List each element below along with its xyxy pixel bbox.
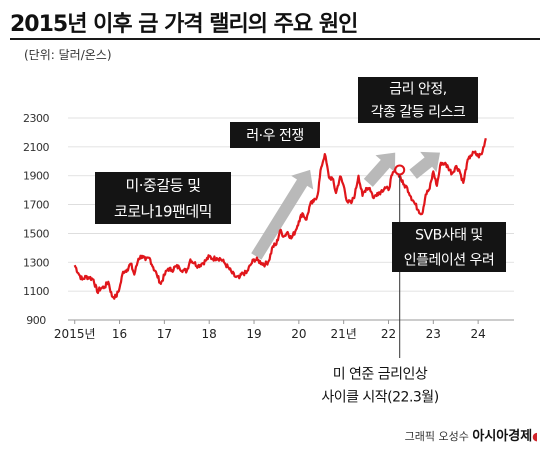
unit-label: (단위: 달러/온스) <box>24 48 112 62</box>
trend-arrows <box>251 151 440 260</box>
x-axis: 2015년 16 17 18 19 20 21년 22 23 24 <box>54 319 514 341</box>
x-tick-label-2: 17 <box>157 327 172 341</box>
annotation-svb-box <box>392 222 506 272</box>
annotation-russia-ukraine-line-1: 러·우 전쟁 <box>246 128 303 144</box>
y-tick-label-1700: 1700 <box>23 199 49 212</box>
annotation-rate-stability-line-1: 금리 안정, <box>389 82 446 98</box>
x-tick-label-7: 22 <box>381 327 396 341</box>
credit: 그래픽 오성수 아시아경제◖ <box>405 425 538 444</box>
x-tick-label-0: 2015년 <box>54 327 96 341</box>
annotation-trade-war-line-1: 미·중갈등 및 <box>125 176 200 194</box>
x-tick-label-1: 16 <box>112 327 127 341</box>
trend-arrow-2 <box>363 152 396 187</box>
y-tick-label-2100: 2100 <box>23 141 49 154</box>
brand-mark-icon: ◖ <box>532 430 538 443</box>
annotation-trade-war-line-2: 코로나19팬데믹 <box>114 202 212 220</box>
credit-designer: 그래픽 오성수 <box>404 430 469 443</box>
y-tick-label-1300: 1300 <box>23 256 49 269</box>
y-tick-label-1900: 1900 <box>23 170 49 183</box>
annotation-russia-ukraine-box <box>230 122 320 148</box>
y-axis: 900 1100 1300 1500 1700 1900 2100 2300 <box>23 112 50 327</box>
page-title: 2015년 이후 금 가격 랠리의 주요 원인 <box>10 12 358 37</box>
annotation-svb-line-2: 인플레이션 우려 <box>404 253 495 269</box>
x-tick-label-6: 21년 <box>331 327 357 341</box>
annotation-trade-war-box <box>95 172 231 224</box>
annotation-rate-stability: 금리 안정, 각종 갈등 리스크 <box>358 77 478 123</box>
annotation-russia-ukraine: 러·우 전쟁 <box>230 122 320 148</box>
annotation-svb-line-1: SVB사태 및 <box>415 228 483 244</box>
y-tick-label-2300: 2300 <box>23 112 49 125</box>
x-tick-label-5: 20 <box>291 327 306 341</box>
y-tick-label-1100: 1100 <box>23 285 49 298</box>
annotation-fed-hike-line-2: 사이클 시작(22.3월) <box>321 390 438 406</box>
x-tick-label-3: 18 <box>202 327 217 341</box>
price-series <box>73 137 487 300</box>
trend-arrow-1 <box>251 169 314 260</box>
gold-price-line <box>73 137 487 300</box>
x-tick-label-8: 23 <box>426 327 441 341</box>
annotation-rate-stability-line-2: 각종 갈등 리스크 <box>371 105 466 121</box>
credit-brand: 아시아경제 <box>472 429 533 444</box>
y-tick-label-1500: 1500 <box>23 227 49 240</box>
title-divider <box>10 38 540 40</box>
x-tick-label-4: 19 <box>246 327 261 341</box>
annotation-rate-stability-box <box>358 77 478 123</box>
x-tick-label-9: 24 <box>471 327 486 341</box>
annotation-fed-hike-line-1: 미 연준 금리인상 <box>333 367 428 383</box>
trend-arrow-3 <box>409 151 440 179</box>
y-tick-label-900: 900 <box>26 314 46 327</box>
fed-hike-marker <box>394 164 406 176</box>
